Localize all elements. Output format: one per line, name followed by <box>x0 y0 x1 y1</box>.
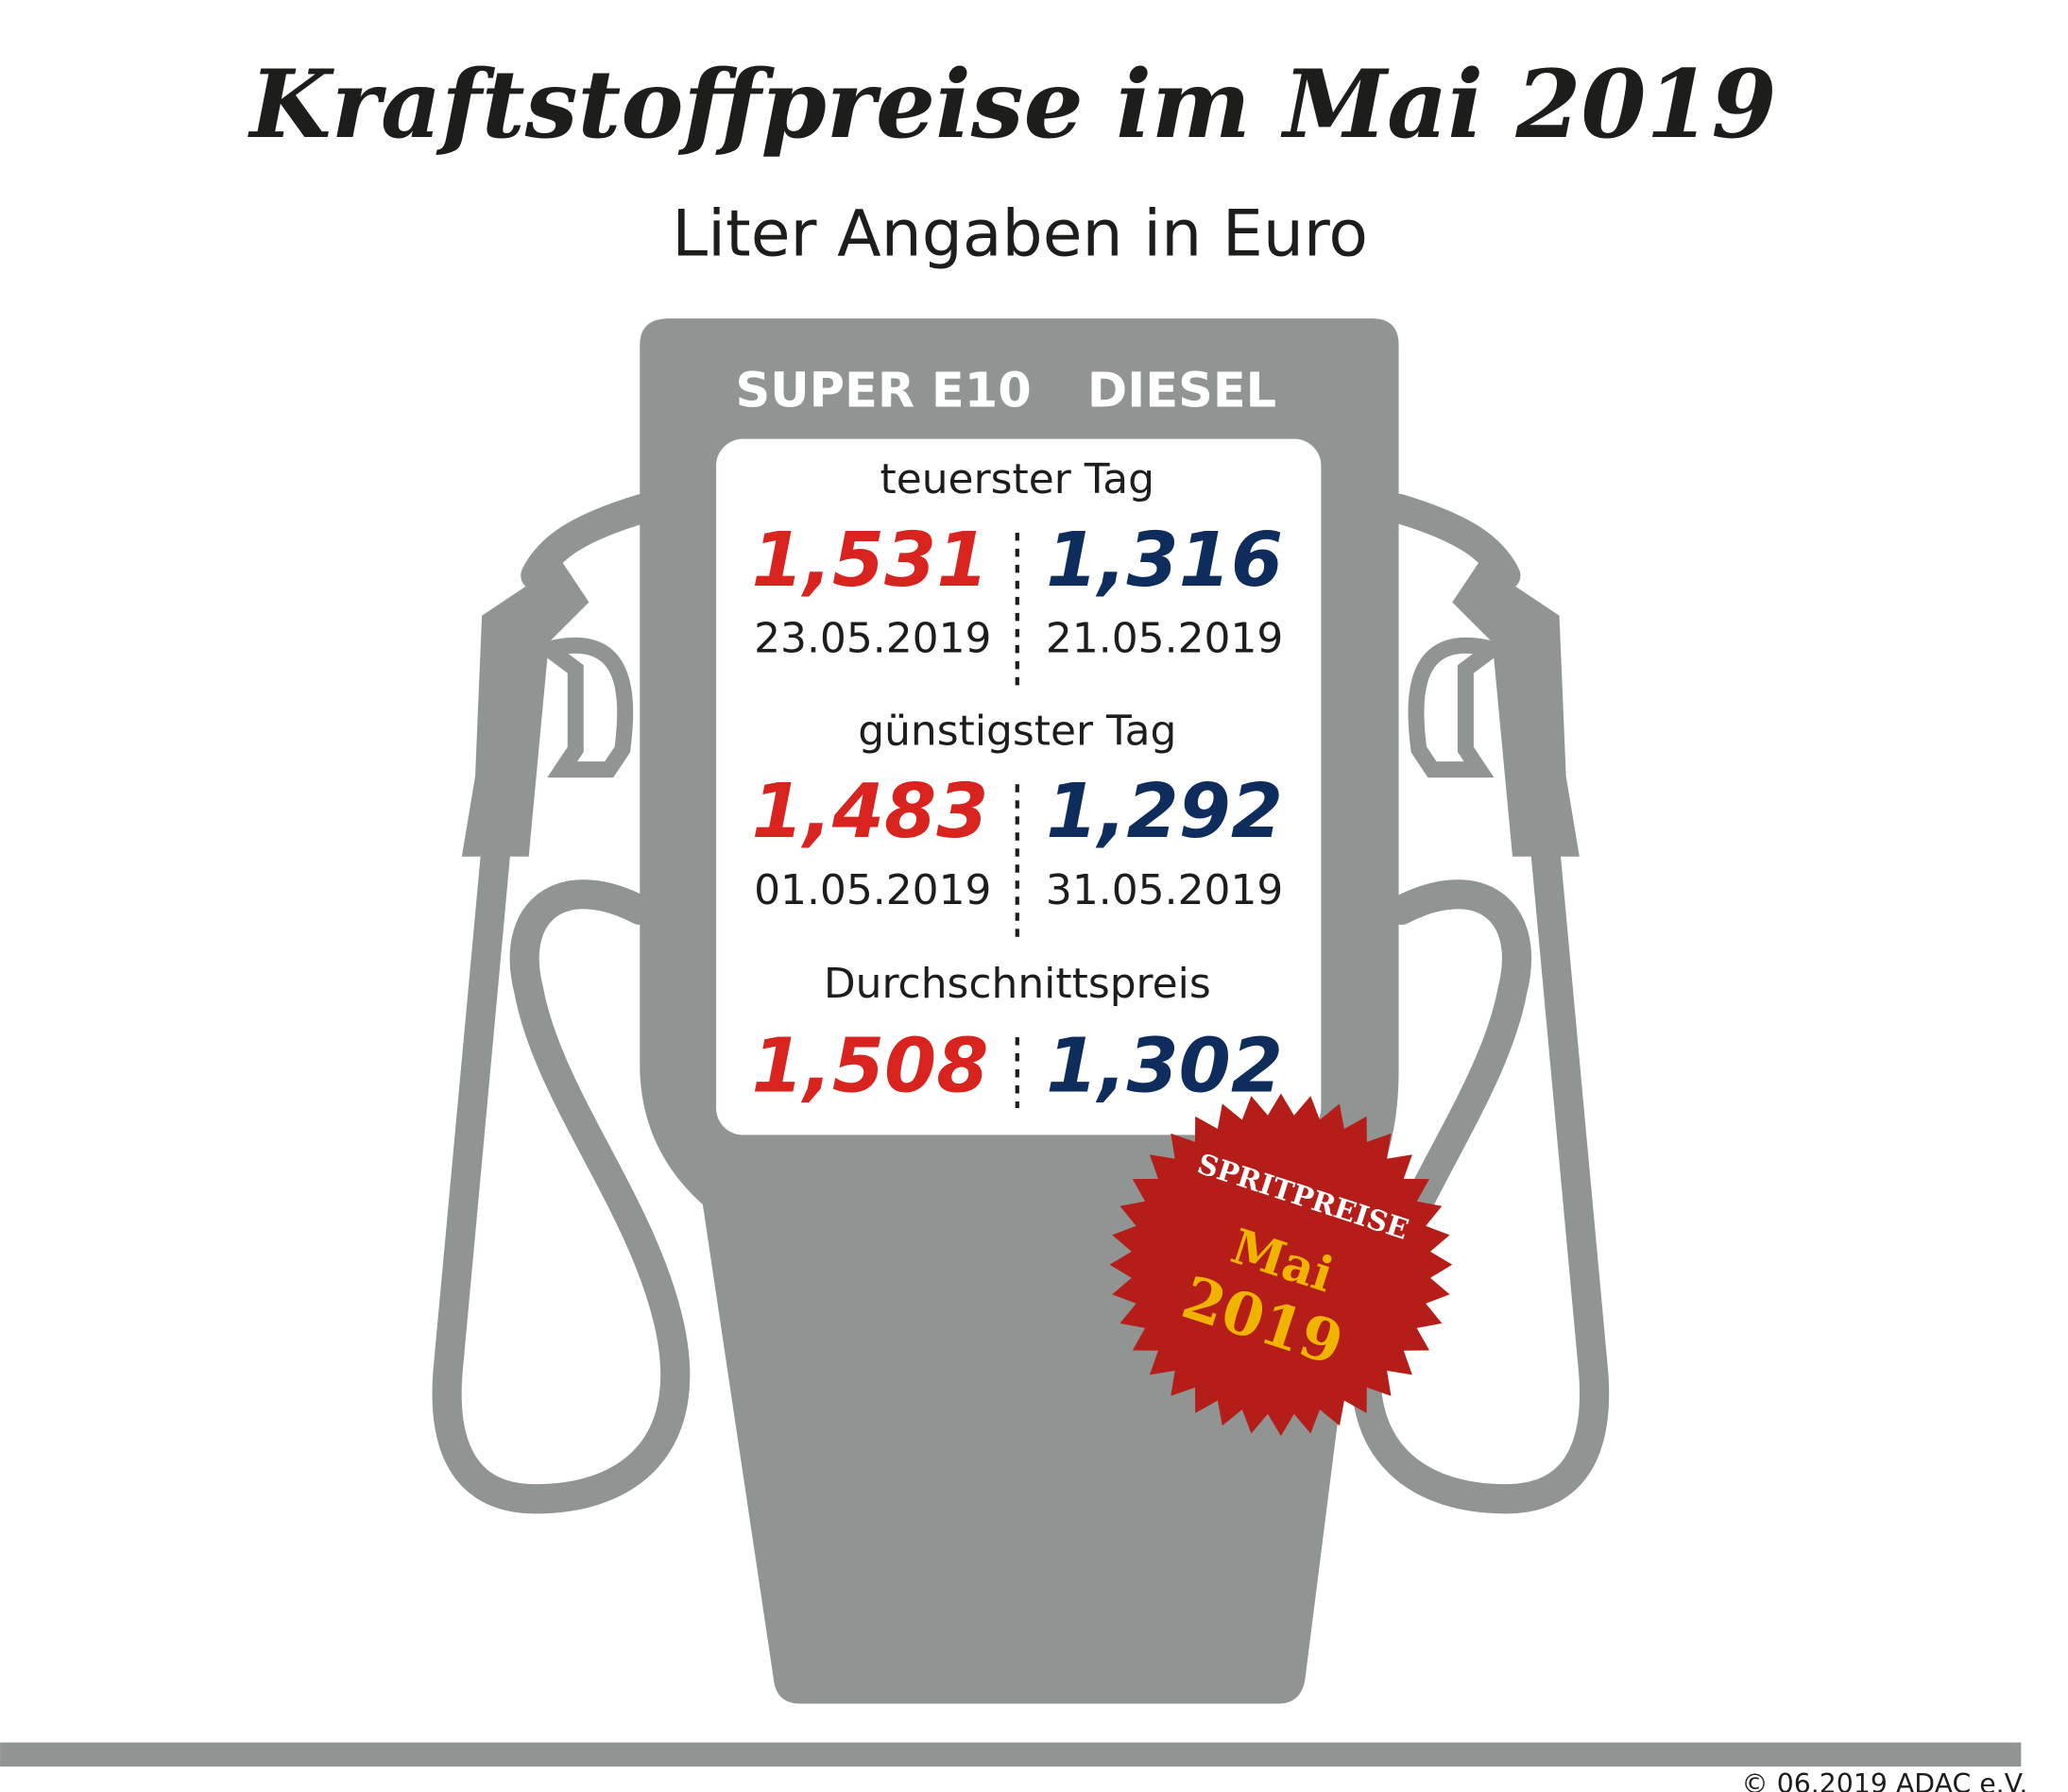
price: 1,292 <box>1046 767 1283 855</box>
price: 1,302 <box>1046 1021 1283 1109</box>
date: 01.05.2019 <box>754 866 991 914</box>
section-label: Durchschnittspreis <box>824 960 1211 1008</box>
bottom-bar <box>0 1742 2022 1767</box>
date: 21.05.2019 <box>1046 615 1283 663</box>
subtitle: Liter Angaben in Euro <box>672 197 1368 272</box>
nozzles <box>461 562 1580 857</box>
price: 1,508 <box>751 1021 988 1109</box>
title: Kraftstoffpreise im Mai 2019 <box>248 50 1777 160</box>
date: 23.05.2019 <box>754 615 991 663</box>
price: 1,316 <box>1046 516 1283 604</box>
price: 1,483 <box>751 767 988 855</box>
price: 1,531 <box>751 516 988 604</box>
column-header: SUPER E10 <box>736 364 1032 419</box>
date: 31.05.2019 <box>1046 866 1283 914</box>
badge-star <box>1109 1093 1453 1437</box>
hoses <box>432 493 1610 1514</box>
column-header: DIESEL <box>1087 364 1276 419</box>
section-label: teuerster Tag <box>880 455 1155 503</box>
footer: © 06.2019 ADAC e.V. <box>1741 1768 2027 1792</box>
section-label: günstigster Tag <box>858 707 1176 755</box>
